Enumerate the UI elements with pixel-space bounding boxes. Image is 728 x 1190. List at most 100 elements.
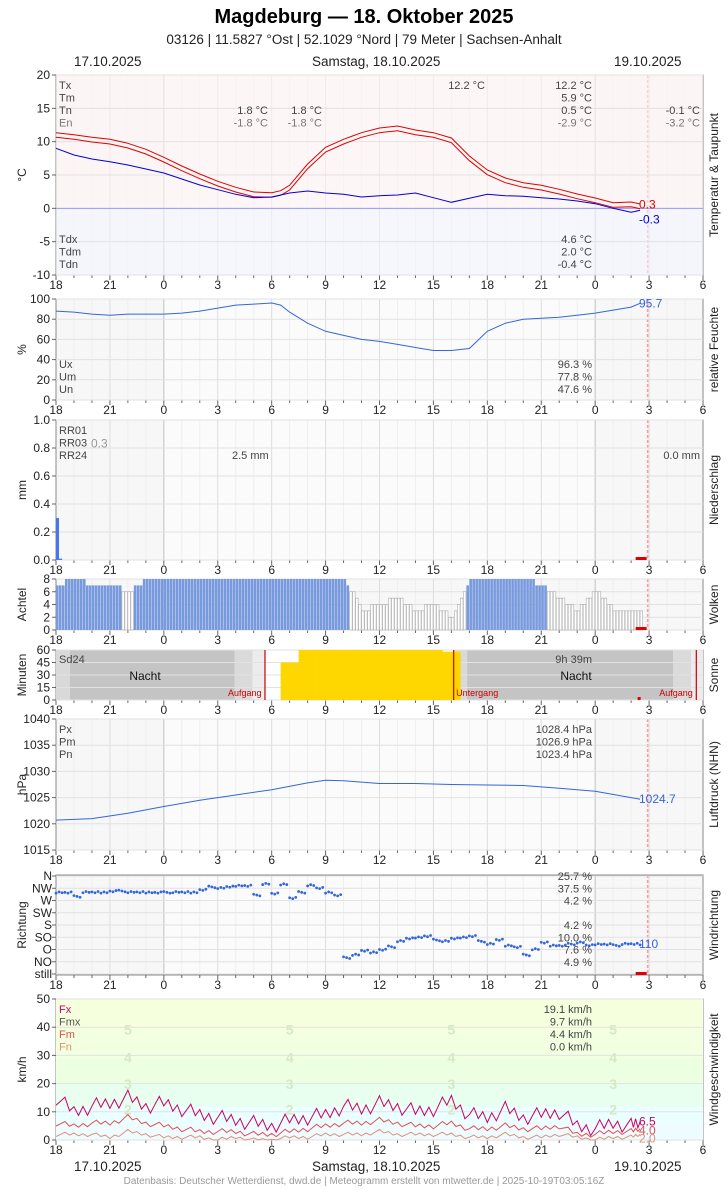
precipitation-stat-label: RR01 bbox=[59, 425, 87, 437]
clouds-bar bbox=[226, 579, 230, 630]
humidity-side-label: relative Feuchte bbox=[707, 306, 721, 392]
clouds-bar bbox=[499, 579, 502, 630]
wind_direction-point bbox=[381, 948, 384, 952]
clouds-bar bbox=[106, 585, 110, 630]
clouds-bar bbox=[253, 579, 257, 630]
wind_direction-point bbox=[153, 890, 157, 894]
clouds-bar bbox=[397, 597, 401, 631]
wind_direction-point bbox=[357, 953, 361, 957]
sunshine-night-label: Nacht bbox=[129, 669, 161, 683]
clouds-bar bbox=[400, 597, 404, 631]
clouds-bar bbox=[85, 585, 89, 630]
wind_direction-point bbox=[252, 892, 256, 896]
temperature-ytick-label: -10 bbox=[33, 268, 51, 282]
wind_direction-point bbox=[393, 946, 396, 949]
clouds-bar bbox=[271, 579, 275, 630]
clouds-bar bbox=[367, 610, 371, 631]
date-center-bottom: Samstag, 18.10.2025 bbox=[312, 1159, 441, 1174]
wind_speed-series-fn bbox=[55, 1128, 641, 1141]
temperature-xtick-label: 3 bbox=[214, 278, 221, 292]
temperature-stat-en-a: -1.8 °C bbox=[234, 118, 268, 130]
wind_direction-point bbox=[66, 891, 70, 895]
wind_speed-beaufort-label: 5 bbox=[447, 1021, 455, 1037]
clouds-bar bbox=[139, 585, 143, 630]
humidity-last-value: 95.7 bbox=[639, 296, 663, 310]
clouds-bar bbox=[603, 597, 608, 631]
wind_direction-xtick-label: 21 bbox=[535, 978, 549, 992]
clouds-bar bbox=[630, 610, 635, 631]
clouds-bar bbox=[214, 579, 218, 630]
clouds-bar bbox=[343, 579, 347, 630]
clouds-bar bbox=[259, 579, 263, 630]
precipitation-xtick-label: 0 bbox=[160, 563, 167, 577]
clouds-bar bbox=[496, 579, 499, 630]
clouds-bar bbox=[103, 585, 107, 630]
clouds-bar bbox=[364, 610, 368, 631]
clouds-xtick-label: 3 bbox=[646, 633, 653, 647]
clouds-bar bbox=[241, 579, 245, 630]
wind_direction-stat-nw: 37.5 % bbox=[558, 883, 592, 895]
clouds-bar bbox=[340, 579, 344, 630]
sunshine-xtick-label: 9 bbox=[322, 703, 329, 717]
sunshine-xtick-label: 21 bbox=[535, 703, 549, 717]
clouds-bar bbox=[376, 604, 380, 631]
precipitation-ytick-label: 0.4 bbox=[33, 497, 50, 511]
wind_direction-point bbox=[456, 936, 459, 940]
wind_speed-stat-label: Fmx bbox=[59, 1017, 81, 1029]
clouds-bar bbox=[160, 579, 164, 630]
clouds-bar bbox=[490, 579, 493, 630]
wind_direction-point bbox=[524, 953, 528, 957]
humidity-ylabel: % bbox=[15, 344, 29, 355]
wind_direction-point bbox=[354, 952, 357, 956]
temperature-stat-tx-day: 12.2 °C bbox=[448, 80, 485, 92]
temperature-xtick-label: 18 bbox=[49, 278, 63, 292]
wind_direction-xtick-label: 6 bbox=[268, 978, 275, 992]
wind_direction-stat-n: 25.7 % bbox=[558, 871, 592, 883]
wind_direction-point bbox=[336, 894, 340, 898]
clouds-bar bbox=[217, 579, 221, 630]
wind_direction-ylabel: Richtung bbox=[15, 901, 29, 948]
precipitation-stat-rr03: 0.3 bbox=[91, 437, 108, 451]
wind_direction-point bbox=[285, 883, 289, 886]
clouds-bar bbox=[88, 585, 92, 630]
wind_direction-point bbox=[258, 894, 262, 898]
wind_direction-xtick-label: 12 bbox=[373, 978, 387, 992]
wind_direction-point bbox=[195, 891, 199, 895]
wind_direction-point bbox=[207, 884, 211, 888]
clouds-xtick-label: 6 bbox=[268, 633, 275, 647]
wind_direction-point bbox=[99, 891, 103, 895]
wind_direction-point bbox=[521, 952, 525, 956]
precipitation-ytick-label: 0.2 bbox=[33, 525, 50, 539]
wind_direction-point bbox=[533, 947, 537, 951]
wind_direction-point bbox=[399, 939, 402, 942]
clouds-bar bbox=[451, 616, 455, 631]
wind_direction-point bbox=[117, 888, 121, 892]
wind_direction-point bbox=[449, 936, 453, 940]
wind_direction-point bbox=[536, 948, 540, 951]
precipitation-bar bbox=[56, 518, 59, 560]
wind_direction-xtick-label: 6 bbox=[700, 978, 707, 992]
pressure-ytick-label: 1035 bbox=[23, 738, 50, 752]
wind_direction-point bbox=[396, 940, 399, 944]
clouds-bar bbox=[232, 579, 236, 630]
pressure-xtick-label: 6 bbox=[268, 853, 275, 867]
temperature-stat-tdx: 4.6 °C bbox=[561, 234, 592, 246]
clouds-bar bbox=[169, 579, 173, 630]
precipitation-stat-rr24-mid: 2.5 mm bbox=[232, 450, 269, 462]
clouds-ytick-label: 8 bbox=[43, 572, 50, 586]
wind_speed-beaufort-label: 4 bbox=[124, 1049, 132, 1065]
wind_speed-xtick-label: 9 bbox=[322, 1143, 329, 1157]
clouds-bar bbox=[633, 610, 638, 631]
wind_speed-beaufort-label: 4 bbox=[286, 1049, 294, 1065]
wind_direction-point bbox=[165, 890, 169, 894]
clouds-bar bbox=[292, 579, 296, 630]
pressure-ytick-label: 1020 bbox=[23, 817, 50, 831]
wind_speed-beaufort-label: 3 bbox=[447, 1076, 455, 1092]
temperature-ytick-label: 20 bbox=[37, 68, 51, 82]
wind_speed-stat-label: Fx bbox=[59, 1004, 72, 1016]
humidity-stat-label: Un bbox=[59, 384, 73, 396]
temperature-ytick-label: 0 bbox=[43, 201, 50, 215]
clouds-bar bbox=[64, 579, 68, 630]
wind_direction-point bbox=[387, 944, 390, 948]
clouds-bar bbox=[136, 585, 140, 630]
